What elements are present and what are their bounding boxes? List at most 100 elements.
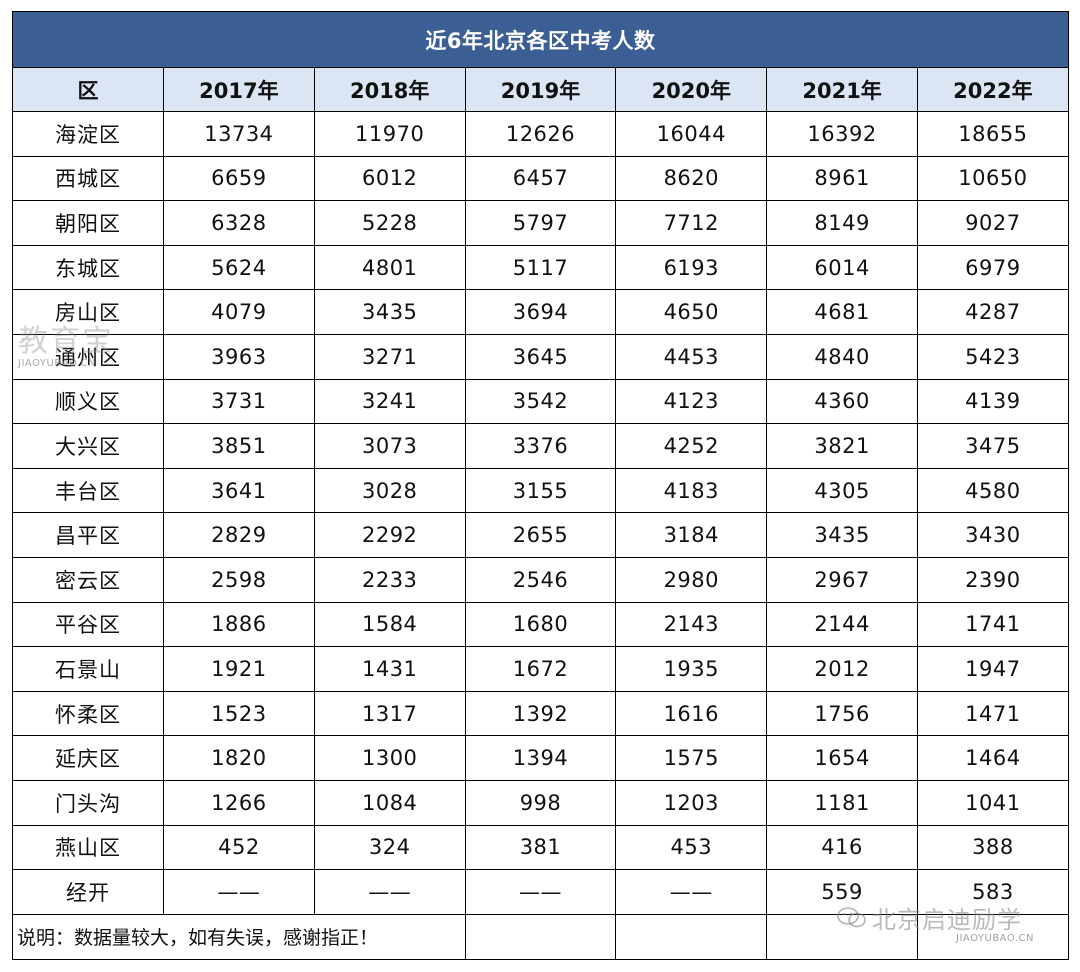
- exam-count-cell: 1886: [163, 601, 315, 648]
- exam-count-cell: 1203: [615, 779, 768, 826]
- district-name-cell: 燕山区: [12, 824, 164, 871]
- exam-count-cell: 3073: [313, 423, 466, 469]
- empty-note-cell: [615, 913, 768, 960]
- exam-count-cell: 6012: [313, 155, 466, 202]
- exam-count-cell: ——: [163, 869, 315, 915]
- exam-count-cell: 416: [766, 824, 918, 871]
- header-year-2021: 2021年: [766, 67, 918, 112]
- exam-count-cell: 6457: [464, 155, 617, 202]
- exam-count-cell: 1756: [766, 690, 918, 737]
- exam-count-cell: 5228: [313, 200, 466, 246]
- exam-count-cell: 1523: [163, 690, 315, 737]
- district-name-cell: 怀柔区: [12, 690, 164, 737]
- exam-count-cell: 3645: [464, 333, 617, 380]
- district-name-cell: 西城区: [12, 155, 164, 202]
- exam-count-cell: 6979: [916, 244, 1069, 291]
- district-name-cell: 石景山: [12, 646, 164, 692]
- exam-count-cell: 12626: [464, 111, 617, 157]
- district-name-cell: 顺义区: [12, 378, 164, 425]
- exam-count-cell: 998: [464, 779, 617, 826]
- exam-count-cell: 1921: [163, 646, 315, 692]
- exam-count-cell: 5797: [464, 200, 617, 246]
- exam-count-cell: 1672: [464, 646, 617, 692]
- exam-count-cell: 1947: [916, 646, 1069, 692]
- exam-count-cell: 2144: [766, 601, 918, 648]
- exam-count-cell: 11970: [313, 111, 466, 157]
- district-name-cell: 门头沟: [12, 779, 164, 826]
- exam-count-cell: 388: [916, 824, 1069, 871]
- data-table-container: 近6年北京各区中考人数 区 2017年 2018年 2019年 2020年 20…: [12, 11, 1069, 960]
- exam-count-cell: 4123: [615, 378, 768, 425]
- exam-count-cell: 4650: [615, 289, 768, 335]
- exam-count-cell: 1266: [163, 779, 315, 826]
- empty-note-cell: [916, 913, 1069, 960]
- table-row: 平谷区 1886 1584 1680 2143 2144 1741: [12, 601, 1069, 648]
- exam-count-cell: 8620: [615, 155, 768, 202]
- table-note-row: 说明：数据量较大，如有失误，感谢指正！: [12, 913, 1069, 960]
- table-row: 东城区 5624 4801 5117 6193 6014 6979: [12, 244, 1069, 291]
- table-row: 大兴区 3851 3073 3376 4252 3821 3475: [12, 423, 1069, 469]
- exam-count-cell: 4079: [163, 289, 315, 335]
- exam-count-cell: 5117: [464, 244, 617, 291]
- table-title-row: 近6年北京各区中考人数: [12, 11, 1069, 68]
- exam-count-cell: 3376: [464, 423, 617, 469]
- exam-count-cell: 4305: [766, 467, 918, 514]
- district-name-cell: 经开: [12, 869, 164, 915]
- exam-count-cell: 2012: [766, 646, 918, 692]
- table-row: 燕山区 452 324 381 453 416 388: [12, 824, 1069, 871]
- exam-count-cell: 1616: [615, 690, 768, 737]
- exam-count-cell: 4453: [615, 333, 768, 380]
- exam-count-cell: 1575: [615, 735, 768, 781]
- exam-count-cell: 4287: [916, 289, 1069, 335]
- exam-count-cell: 6014: [766, 244, 918, 291]
- exam-count-cell: 559: [766, 869, 918, 915]
- exam-count-cell: 1935: [615, 646, 768, 692]
- table-title: 近6年北京各区中考人数: [12, 11, 1069, 68]
- exam-count-cell: 3435: [313, 289, 466, 335]
- exam-count-cell: 8149: [766, 200, 918, 246]
- exam-count-cell: 6328: [163, 200, 315, 246]
- exam-count-cell: 1654: [766, 735, 918, 781]
- exam-count-cell: 4580: [916, 467, 1069, 514]
- exam-count-cell: ——: [615, 869, 768, 915]
- exam-count-cell: 453: [615, 824, 768, 871]
- table-row: 昌平区 2829 2292 2655 3184 3435 3430: [12, 512, 1069, 558]
- exam-count-cell: 3963: [163, 333, 315, 380]
- district-name-cell: 延庆区: [12, 735, 164, 781]
- exam-count-cell: 1741: [916, 601, 1069, 648]
- exam-count-cell: 4681: [766, 289, 918, 335]
- exam-count-cell: 4183: [615, 467, 768, 514]
- exam-count-cell: 1471: [916, 690, 1069, 737]
- exam-count-cell: 3241: [313, 378, 466, 425]
- exam-count-cell: 2143: [615, 601, 768, 648]
- exam-count-cell: 3641: [163, 467, 315, 514]
- exam-count-cell: 324: [313, 824, 466, 871]
- exam-count-cell: 6193: [615, 244, 768, 291]
- exam-count-cell: 2233: [313, 556, 466, 603]
- district-name-cell: 房山区: [12, 289, 164, 335]
- district-name-cell: 朝阳区: [12, 200, 164, 246]
- table-row: 丰台区 3641 3028 3155 4183 4305 4580: [12, 467, 1069, 514]
- exam-count-cell: 4360: [766, 378, 918, 425]
- exam-count-cell: 10650: [916, 155, 1069, 202]
- exam-count-cell: 3028: [313, 467, 466, 514]
- district-name-cell: 海淀区: [12, 111, 164, 157]
- exam-count-cell: 3475: [916, 423, 1069, 469]
- district-name-cell: 密云区: [12, 556, 164, 603]
- table-note: 说明：数据量较大，如有失误，感谢指正！: [12, 913, 466, 960]
- exam-count-cell: 13734: [163, 111, 315, 157]
- empty-note-cell: [766, 913, 918, 960]
- exam-count-cell: 3155: [464, 467, 617, 514]
- exam-count-cell: 8961: [766, 155, 918, 202]
- exam-count-cell: 16392: [766, 111, 918, 157]
- header-year-2019: 2019年: [464, 67, 617, 112]
- district-name-cell: 昌平区: [12, 512, 164, 558]
- table-row: 顺义区 3731 3241 3542 4123 4360 4139: [12, 378, 1069, 425]
- exam-count-cell: 452: [163, 824, 315, 871]
- table-row: 石景山 1921 1431 1672 1935 2012 1947: [12, 646, 1069, 692]
- exam-count-cell: 583: [916, 869, 1069, 915]
- exam-count-cell: 1820: [163, 735, 315, 781]
- exam-count-cell: 381: [464, 824, 617, 871]
- table-row: 经开 —— —— —— —— 559 583: [12, 869, 1069, 915]
- exam-count-cell: 2829: [163, 512, 315, 558]
